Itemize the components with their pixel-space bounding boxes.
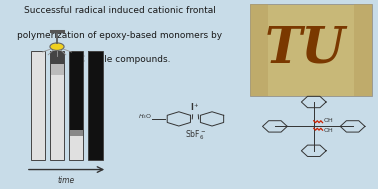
Text: C-C labile compounds.: C-C labile compounds. [69,55,170,64]
Bar [69,136,84,160]
Bar [250,5,268,96]
Bar [88,51,102,160]
Text: polymerization of epoxy-based monomers by: polymerization of epoxy-based monomers b… [17,31,222,40]
Bar [31,51,45,160]
Circle shape [50,43,64,50]
Bar [50,75,64,160]
Bar [250,5,372,96]
Bar [50,51,64,160]
Text: time: time [58,176,75,185]
Bar [354,5,372,96]
Text: OH: OH [324,118,333,123]
Bar [88,51,102,160]
Bar [69,51,84,160]
Bar [50,51,64,64]
Text: TU: TU [265,24,345,73]
Text: Successful radical induced cationic frontal: Successful radical induced cationic fron… [23,6,215,15]
Text: SbF$_6^-$: SbF$_6^-$ [185,129,206,142]
Bar [69,130,84,136]
Bar [50,64,64,75]
Text: $\mathit{H_3}$O: $\mathit{H_3}$O [138,112,152,121]
Bar [31,51,45,160]
Text: OH: OH [324,128,333,133]
Bar [69,51,84,130]
Text: I$^+$: I$^+$ [191,101,200,113]
